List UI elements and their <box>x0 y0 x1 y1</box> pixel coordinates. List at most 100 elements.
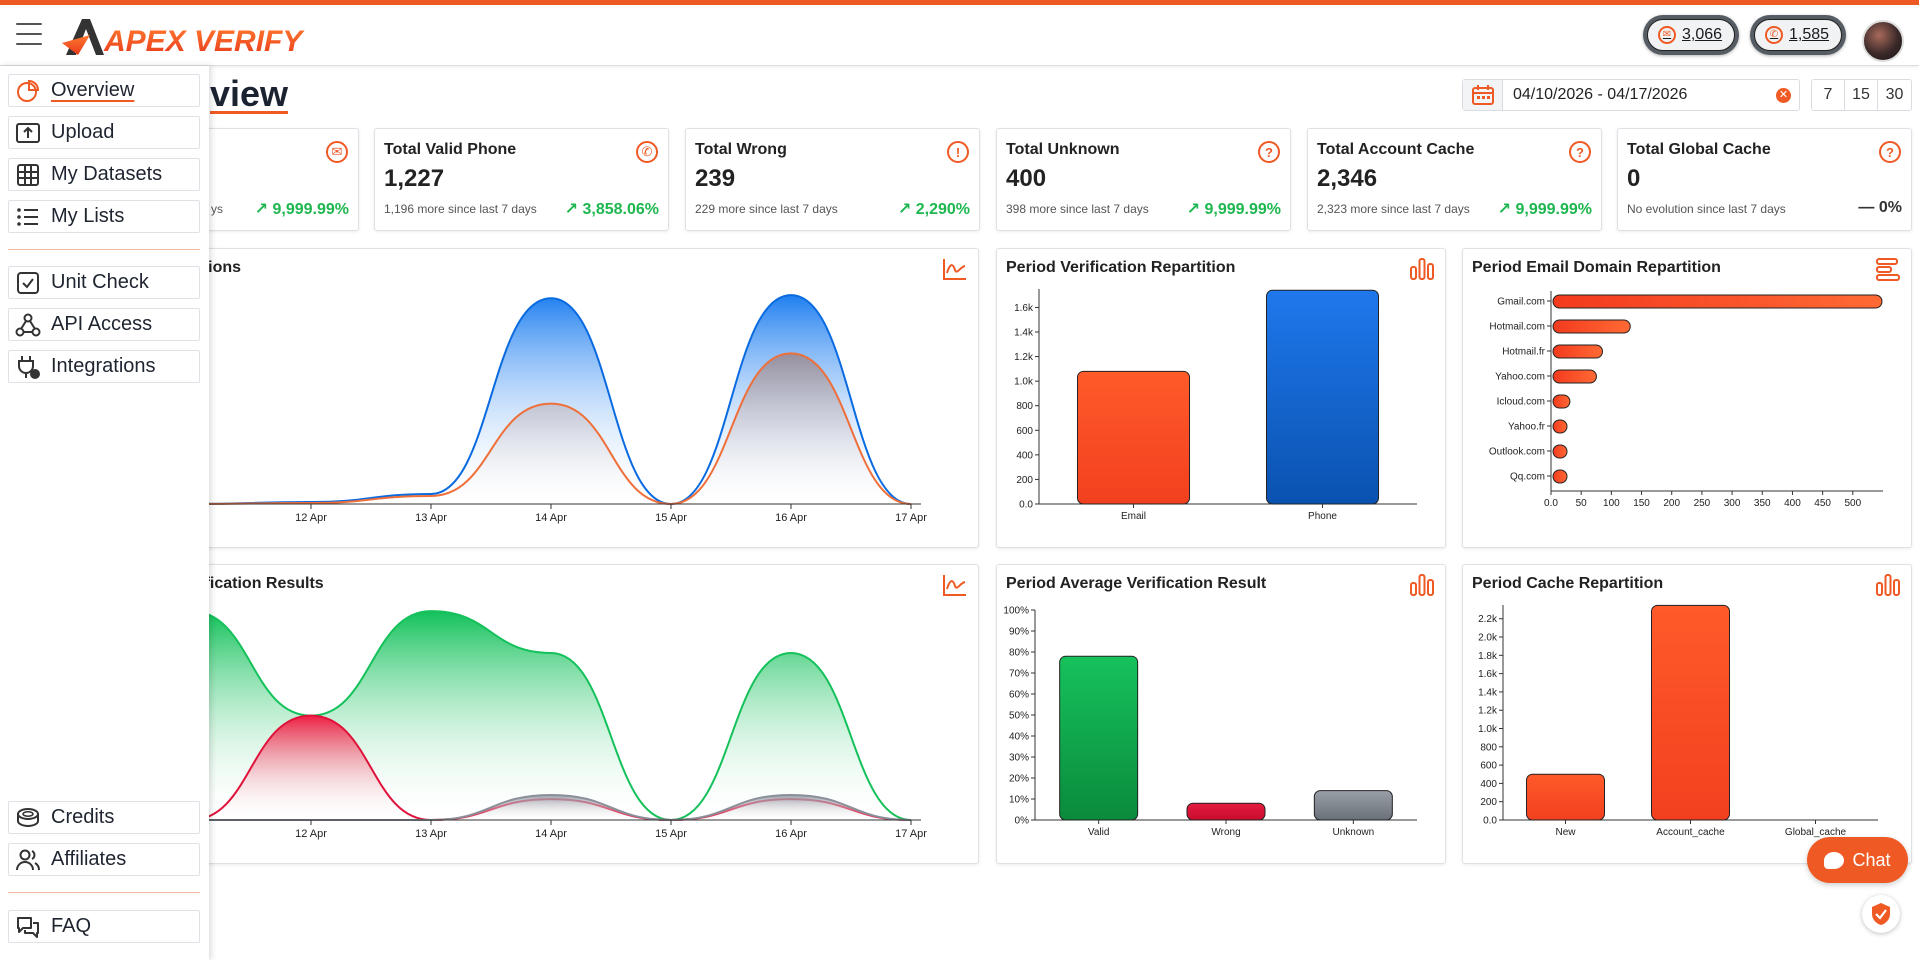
x-tick-label: 350 <box>1754 498 1771 509</box>
quick-range-30[interactable]: 30 <box>1885 86 1904 103</box>
bar-chart-icon[interactable] <box>1409 573 1435 597</box>
sidebar-item-overview[interactable]: Overview <box>8 74 200 107</box>
series-line <box>190 294 912 506</box>
bar-chart-icon[interactable] <box>1875 573 1901 597</box>
stat-card-valid-phone: Total Valid Phone ✆ 1,227 1,196 more sin… <box>374 128 669 231</box>
bar <box>1552 419 1568 434</box>
y-tick-label: 80% <box>1009 648 1029 659</box>
quick-range-7[interactable]: 7 <box>1812 80 1845 110</box>
chat-button[interactable]: Chat <box>1807 837 1908 883</box>
top-accent-stripe <box>0 0 1919 5</box>
sidebar-item-label: Integrations <box>51 355 156 377</box>
plug-icon <box>18 355 40 379</box>
chat-bubble-icon <box>1824 851 1845 869</box>
panel-email-domain-repartition: Gmail.com Hotmail.com Hotmail.fr Yahoo.com I… <box>1462 248 1912 548</box>
stat-title: Total Global Cache <box>1627 141 1771 158</box>
sidebar-item-credits[interactable]: Credits <box>8 801 200 834</box>
x-tick-label: 12 Apr <box>295 828 327 840</box>
panel-title: Period Email Domain Repartition <box>1472 259 1721 276</box>
sidebar-item-api-access[interactable]: API Access <box>8 308 200 341</box>
sidebar-divider <box>8 892 200 893</box>
pie-chart-icon <box>17 79 40 102</box>
y-tick-label: 1.6k <box>1014 303 1034 314</box>
bar-chart-icon[interactable] <box>1409 257 1435 281</box>
line-chart-icon[interactable] <box>942 257 968 281</box>
series-line <box>190 352 912 506</box>
stat-title: Total Unknown <box>1006 141 1120 158</box>
line-chart-icon[interactable] <box>942 573 968 597</box>
webhook-icon <box>15 313 41 336</box>
y-tick-label: 70% <box>1009 669 1029 680</box>
stat-sub: No evolution since last 7 days <box>1627 202 1786 216</box>
bar <box>1552 394 1571 409</box>
sidebar-item-integrations[interactable]: Integrations <box>8 350 200 383</box>
sidebar-item-unit-check[interactable]: Unit Check <box>8 266 200 299</box>
sidebar-item-my-lists[interactable]: My Lists <box>8 200 200 233</box>
stat-pct: ↗ 9,999.99% <box>1497 201 1592 218</box>
stat-sub: 398 more since last 7 days <box>1006 202 1149 216</box>
cache-repartition-chart: 0.0 200 400 600 800 1.0k 1.2k 1.4k 1.6k 1.8k 2.0k 2… <box>1478 604 1878 838</box>
panel-average-result: 0% 10% 20% 30% 40% 50% 60% 70% 80% 90% 100% Valid Wr… <box>996 564 1446 864</box>
email-credits-badge[interactable]: ✉ 3,066 <box>1643 15 1740 55</box>
sidebar-item-label: My Lists <box>51 205 125 227</box>
question-icon: ? <box>1258 141 1280 163</box>
calendar-icon[interactable] <box>1463 80 1503 110</box>
stat-pct: ↗ 3,858.06% <box>564 201 659 218</box>
sidebar-item-label: Overview <box>51 79 135 101</box>
x-tick-label: 450 <box>1814 498 1831 509</box>
sidebar-item-affiliates[interactable]: Affiliates <box>8 843 200 876</box>
y-tick-label: 1.4k <box>1014 328 1034 339</box>
stat-sub: ys <box>211 202 223 216</box>
y-tick-label: 30% <box>1009 753 1029 764</box>
bar <box>1077 370 1190 505</box>
phone-credits-badge[interactable]: ✆ 1,585 <box>1750 15 1847 55</box>
question-icon: ? <box>1569 141 1591 163</box>
x-tick-label: 300 <box>1724 498 1741 509</box>
y-tick-label: 60% <box>1009 690 1029 701</box>
stat-pct: ↗ 9,999.99% <box>254 201 349 218</box>
quick-range-15[interactable]: 15 <box>1845 80 1878 110</box>
panel-verification-repartition: 0.0 200 400 600 800 1.0k 1.2k 1.4k 1.6k Email Phon… <box>996 248 1446 548</box>
x-tick-label: Wrong <box>1211 827 1240 838</box>
x-tick-label: 0.0 <box>1544 498 1558 509</box>
y-tick-label: 0% <box>1015 816 1030 827</box>
sidebar-item-label: Affiliates <box>51 848 127 870</box>
y-tick-label: Hotmail.fr <box>1502 347 1545 358</box>
stat-pct: — 0% <box>1858 199 1902 216</box>
y-tick-label: 20% <box>1009 774 1029 785</box>
y-tick-label: 1.0k <box>1478 724 1498 735</box>
sidebar-item-label: API Access <box>51 313 153 335</box>
user-avatar[interactable] <box>1862 20 1904 62</box>
x-tick-label: 100 <box>1603 498 1620 509</box>
y-tick-label: 800 <box>1480 742 1497 753</box>
area-fill <box>191 353 911 504</box>
bar <box>1552 319 1631 334</box>
email-domain-chart: Gmail.com Hotmail.com Hotmail.fr Yahoo.com I… <box>1489 291 1883 509</box>
y-tick-label: 800 <box>1016 401 1033 412</box>
x-tick-label: Phone <box>1308 511 1337 522</box>
security-shield-icon[interactable] <box>1862 895 1900 933</box>
clear-date-icon[interactable]: ✕ <box>1776 87 1791 103</box>
horizontal-bar-icon[interactable] <box>1875 257 1901 281</box>
x-tick-label: 14 Apr <box>535 828 567 840</box>
y-tick-label: Icloud.com <box>1497 397 1545 408</box>
stat-card-account-cache: Total Account Cache ? 2,346 2,323 more s… <box>1307 128 1602 231</box>
date-range-value[interactable]: 04/10/2026 - 04/17/2026 <box>1513 86 1688 103</box>
date-range-picker[interactable]: 04/10/2026 - 04/17/2026 ✕ <box>1462 79 1800 111</box>
sidebar-item-label: FAQ <box>51 915 92 937</box>
sidebar-item-my-datasets[interactable]: My Datasets <box>8 158 200 191</box>
sidebar-item-faq[interactable]: FAQ <box>8 910 200 943</box>
y-tick-label: Hotmail.com <box>1489 322 1545 333</box>
y-tick-label: 600 <box>1480 761 1497 772</box>
sidebar-item-upload[interactable]: Upload <box>8 116 200 149</box>
brand-logo[interactable]: APEX VERIFY <box>60 13 315 59</box>
bar <box>1186 802 1266 821</box>
x-tick-label: 13 Apr <box>415 512 447 524</box>
y-tick-label: Gmail.com <box>1497 297 1545 308</box>
x-tick-label: 12 Apr <box>295 512 327 524</box>
menu-toggle-icon[interactable] <box>16 23 42 45</box>
question-icon: ? <box>1879 141 1901 163</box>
panel-title: Period Average Verification Result <box>1006 575 1267 592</box>
